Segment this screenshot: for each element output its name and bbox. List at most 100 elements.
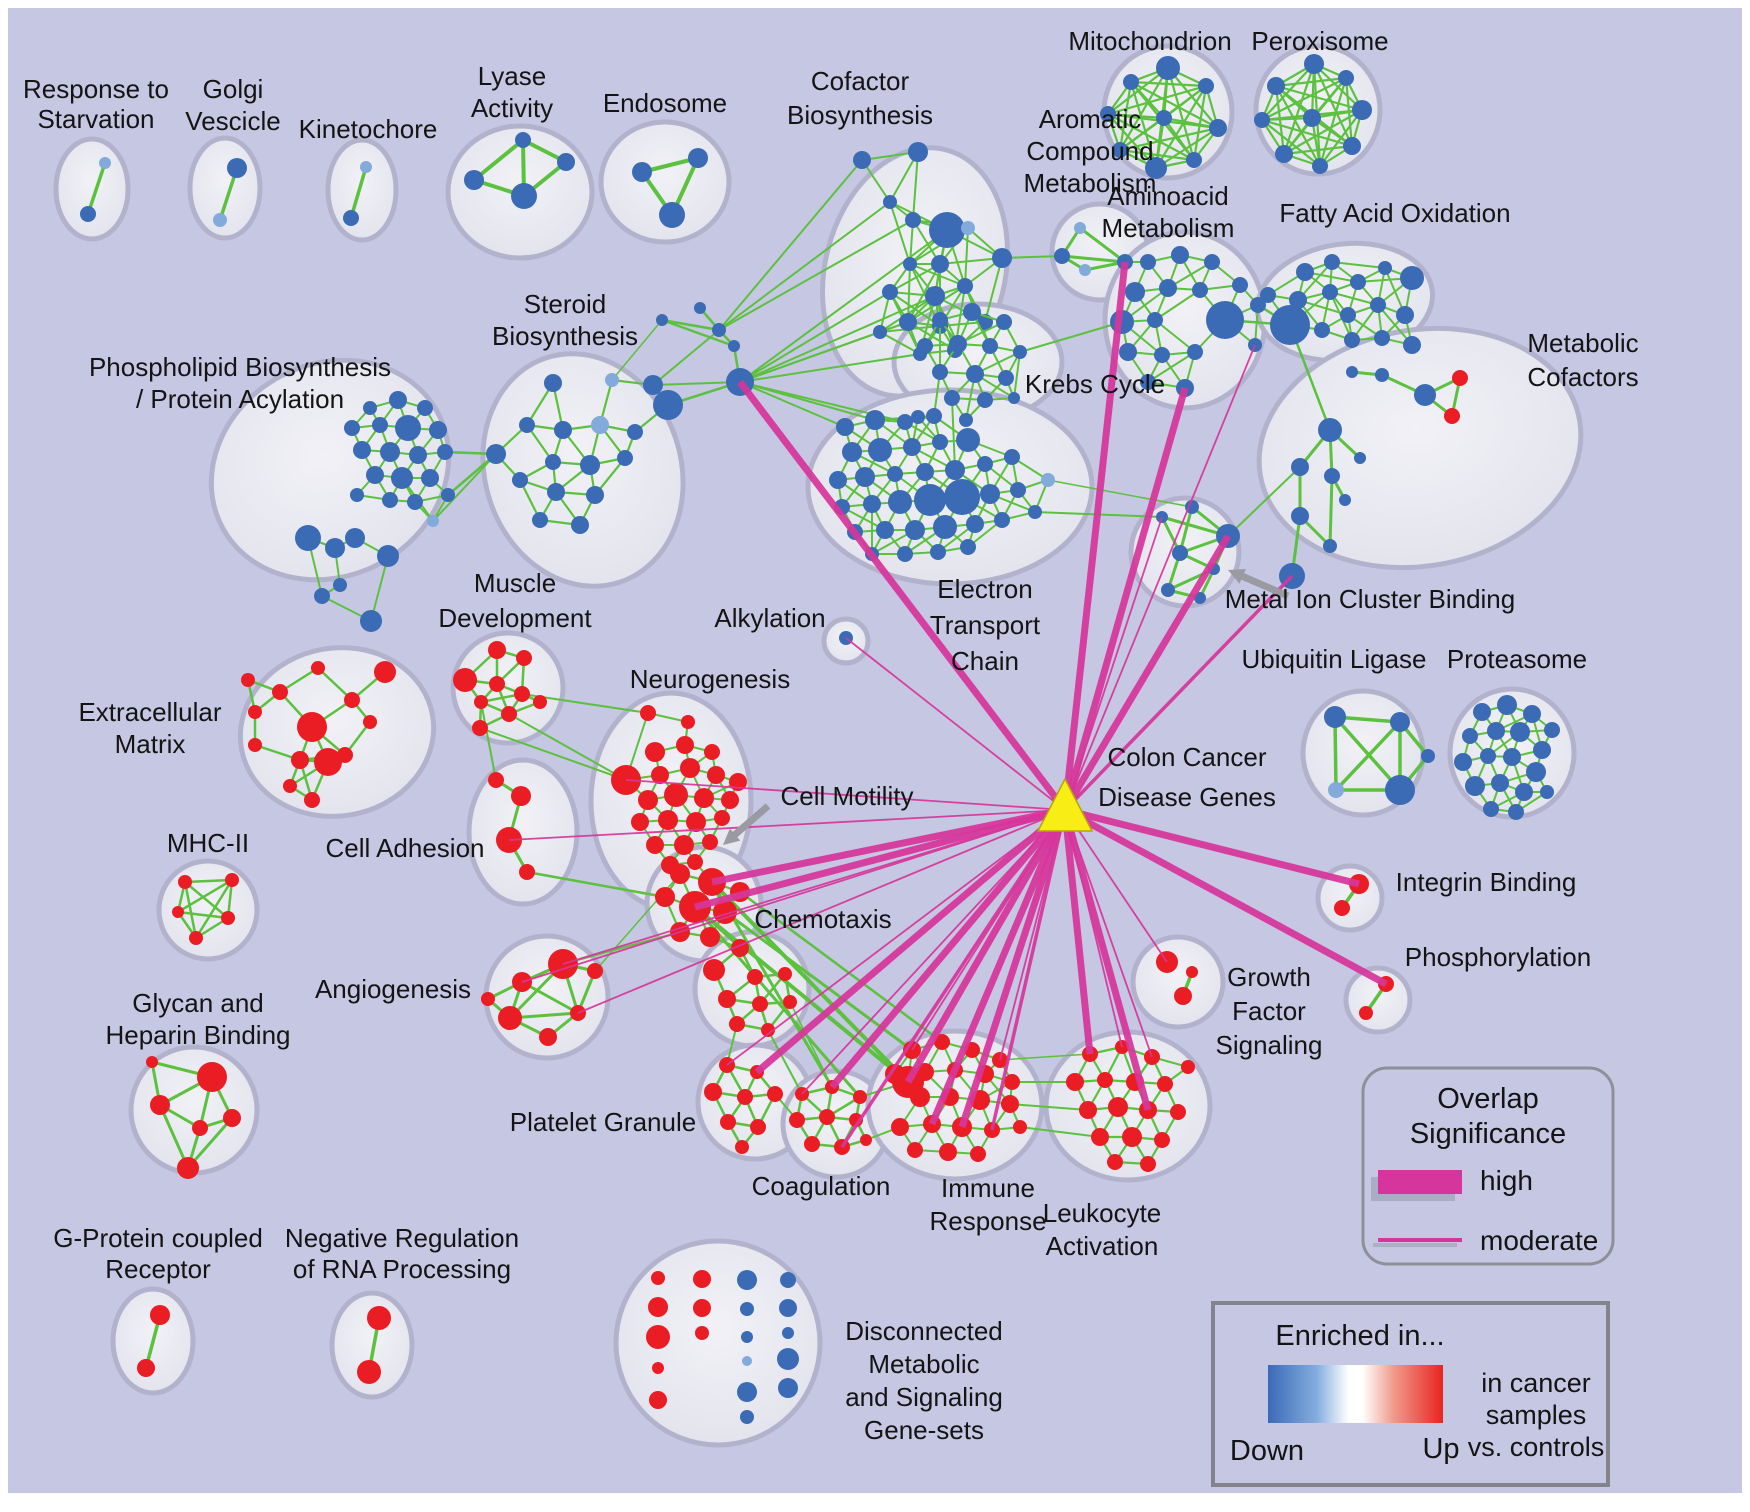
gene-set-node xyxy=(1344,332,1360,348)
gene-set-node xyxy=(740,1302,754,1316)
label-g-protein-coupled-receptor-line: G-Protein coupled xyxy=(53,1223,263,1253)
cluster-ellipse-negative-regulation-rna xyxy=(329,1290,415,1400)
gene-set-node xyxy=(363,715,377,729)
gene-set-node xyxy=(283,779,297,793)
green-overlap-edge xyxy=(1001,255,1063,259)
gene-set-node xyxy=(617,450,633,466)
gene-set-node xyxy=(1359,1006,1373,1020)
gene-set-node xyxy=(966,515,984,533)
gene-set-node xyxy=(150,1305,170,1325)
gene-set-node xyxy=(1157,1076,1173,1092)
cluster-nodes xyxy=(1260,254,1424,354)
gene-set-node xyxy=(1091,1128,1109,1146)
cluster-nodes xyxy=(213,158,247,227)
gene-set-node xyxy=(977,456,993,472)
gene-set-node xyxy=(656,314,668,326)
label-disconnected-gene-sets-line: Disconnected xyxy=(845,1316,1003,1346)
green-overlap-edge xyxy=(1154,319,1196,353)
green-overlap-edge xyxy=(508,713,627,781)
gene-set-node xyxy=(1097,1072,1113,1088)
gene-set-node xyxy=(389,391,407,409)
green-overlap-edge xyxy=(889,201,911,265)
label-coagulation: Coagulation xyxy=(752,1171,891,1201)
cluster-nodes xyxy=(486,373,683,534)
gene-set-node xyxy=(956,428,980,452)
green-overlap-edge xyxy=(1318,76,1348,168)
gene-set-node xyxy=(1324,706,1346,728)
green-overlap-edge xyxy=(1260,118,1322,168)
gene-set-node xyxy=(747,969,763,985)
pointer-arrow-0 xyxy=(1228,569,1290,600)
gene-set-node xyxy=(1421,749,1435,763)
label-ubiquitin-ligase-line: Ubiquitin Ligase xyxy=(1241,644,1426,674)
magenta-overlap-edge xyxy=(1061,261,1129,811)
legend-enriched-side-text: vs. controls xyxy=(1468,1432,1605,1462)
green-overlap-edge xyxy=(1118,116,1166,152)
gene-set-node xyxy=(1338,70,1354,86)
cluster-nodes xyxy=(241,661,396,808)
label-cofactor-biosynthesis-line: Biosynthesis xyxy=(787,100,933,130)
gene-set-node xyxy=(557,153,575,171)
label-electron-transport-chain: Electron Transport Chain xyxy=(930,574,1041,676)
cluster-nodes xyxy=(137,1305,170,1377)
label-phospholipid-biosynthesis: Phospholipid Biosynthesis/ Protein Acyla… xyxy=(89,352,391,414)
label-electron-transport-chain-line: Chain xyxy=(951,646,1019,676)
gene-set-node xyxy=(519,417,535,433)
cluster-ellipse-growth-factor-signaling xyxy=(1130,934,1226,1030)
cluster-nodes xyxy=(1279,366,1468,589)
label-growth-factor-signaling-line: Signaling xyxy=(1216,1030,1323,1060)
cluster-ellipse-cell-adhesion xyxy=(466,757,580,907)
green-overlap-edge xyxy=(183,880,198,940)
gene-set-node xyxy=(694,302,706,314)
gene-set-node xyxy=(911,410,925,424)
gene-set-node xyxy=(1013,345,1027,359)
gene-set-node xyxy=(681,715,695,729)
cluster-nodes xyxy=(343,161,372,226)
gene-set-node xyxy=(917,338,933,354)
gene-set-node xyxy=(903,257,917,271)
enrichment-color-scale xyxy=(1268,1365,1443,1423)
label-growth-factor-signaling: Growth Factor Signaling xyxy=(1216,962,1323,1060)
green-overlap-edge xyxy=(1118,126,1220,152)
gene-set-node xyxy=(1396,306,1414,324)
gene-set-node xyxy=(1414,384,1436,406)
label-extracellular-matrix-line: Matrix xyxy=(115,729,186,759)
gene-set-node xyxy=(888,490,912,514)
gene-set-node xyxy=(325,538,345,558)
gene-set-node xyxy=(99,157,111,169)
gene-set-node xyxy=(1186,966,1198,978)
gene-set-node xyxy=(707,766,725,784)
label-integrin-binding-line: Integrin Binding xyxy=(1396,867,1577,897)
gene-set-node xyxy=(960,539,976,555)
label-metabolic-cofactors: Metabolic Cofactors xyxy=(1527,328,1638,392)
cluster-golgi-vescicle xyxy=(213,158,247,227)
green-overlap-edge xyxy=(1162,116,1196,162)
gene-set-node xyxy=(1374,330,1390,346)
gene-set-node xyxy=(1515,783,1533,801)
gene-set-node xyxy=(686,812,706,832)
green-overlap-edge xyxy=(1147,351,1196,383)
cluster-nodes xyxy=(357,1306,391,1384)
gene-set-node xyxy=(172,906,184,918)
gene-set-node xyxy=(735,1140,749,1154)
gene-set-node xyxy=(353,441,371,459)
gene-set-node xyxy=(1172,545,1188,561)
gene-set-node xyxy=(728,340,740,352)
gene-set-node xyxy=(693,1299,711,1317)
gene-set-node xyxy=(1510,722,1530,742)
arrow-shaft xyxy=(1235,570,1290,600)
gene-set-node xyxy=(1112,142,1128,158)
magenta-overlap-edge xyxy=(845,637,1066,811)
legend-enriched-side-text: in cancer xyxy=(1481,1368,1591,1398)
label-phospholipid-biosynthesis-line: Phospholipid Biosynthesis xyxy=(89,352,391,382)
gene-set-node xyxy=(1340,307,1356,323)
gene-set-node xyxy=(380,442,400,462)
gene-set-node xyxy=(545,454,561,470)
gene-set-node xyxy=(929,212,965,248)
gene-set-node xyxy=(150,1095,170,1115)
gene-set-node xyxy=(1100,106,1116,122)
cluster-g-protein-coupled-receptor xyxy=(137,1305,170,1377)
label-krebs-cycle: Krebs Cycle xyxy=(1025,369,1165,399)
gene-set-node xyxy=(333,578,347,592)
